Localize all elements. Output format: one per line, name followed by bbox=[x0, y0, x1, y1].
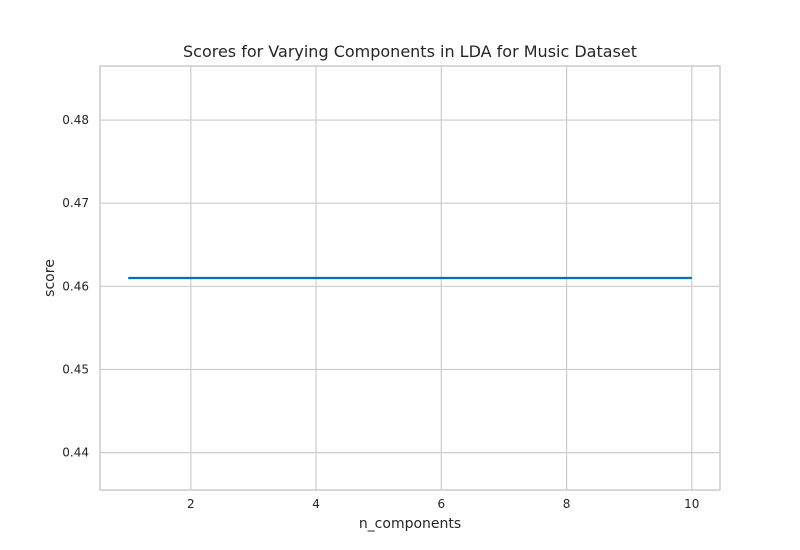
chart-title: Scores for Varying Components in LDA for… bbox=[183, 42, 637, 61]
x-tick-label: 6 bbox=[437, 497, 445, 511]
y-tick-label: 0.48 bbox=[62, 113, 89, 127]
y-tick-label: 0.47 bbox=[62, 196, 89, 210]
x-tick-label: 8 bbox=[563, 497, 571, 511]
x-tick-label: 4 bbox=[312, 497, 320, 511]
x-axis-label: n_components bbox=[359, 516, 461, 532]
tick-layer: 2 4 6 8 10 0.44 0.45 0.46 0.47 0.48 bbox=[62, 113, 699, 511]
y-axis-label: score bbox=[42, 259, 58, 297]
y-tick-label: 0.46 bbox=[62, 279, 89, 293]
x-tick-label: 10 bbox=[684, 497, 699, 511]
plot-frame bbox=[99, 65, 721, 491]
y-tick-label: 0.45 bbox=[62, 362, 89, 376]
y-tick-label: 0.44 bbox=[62, 446, 89, 460]
x-tick-label: 2 bbox=[187, 497, 195, 511]
